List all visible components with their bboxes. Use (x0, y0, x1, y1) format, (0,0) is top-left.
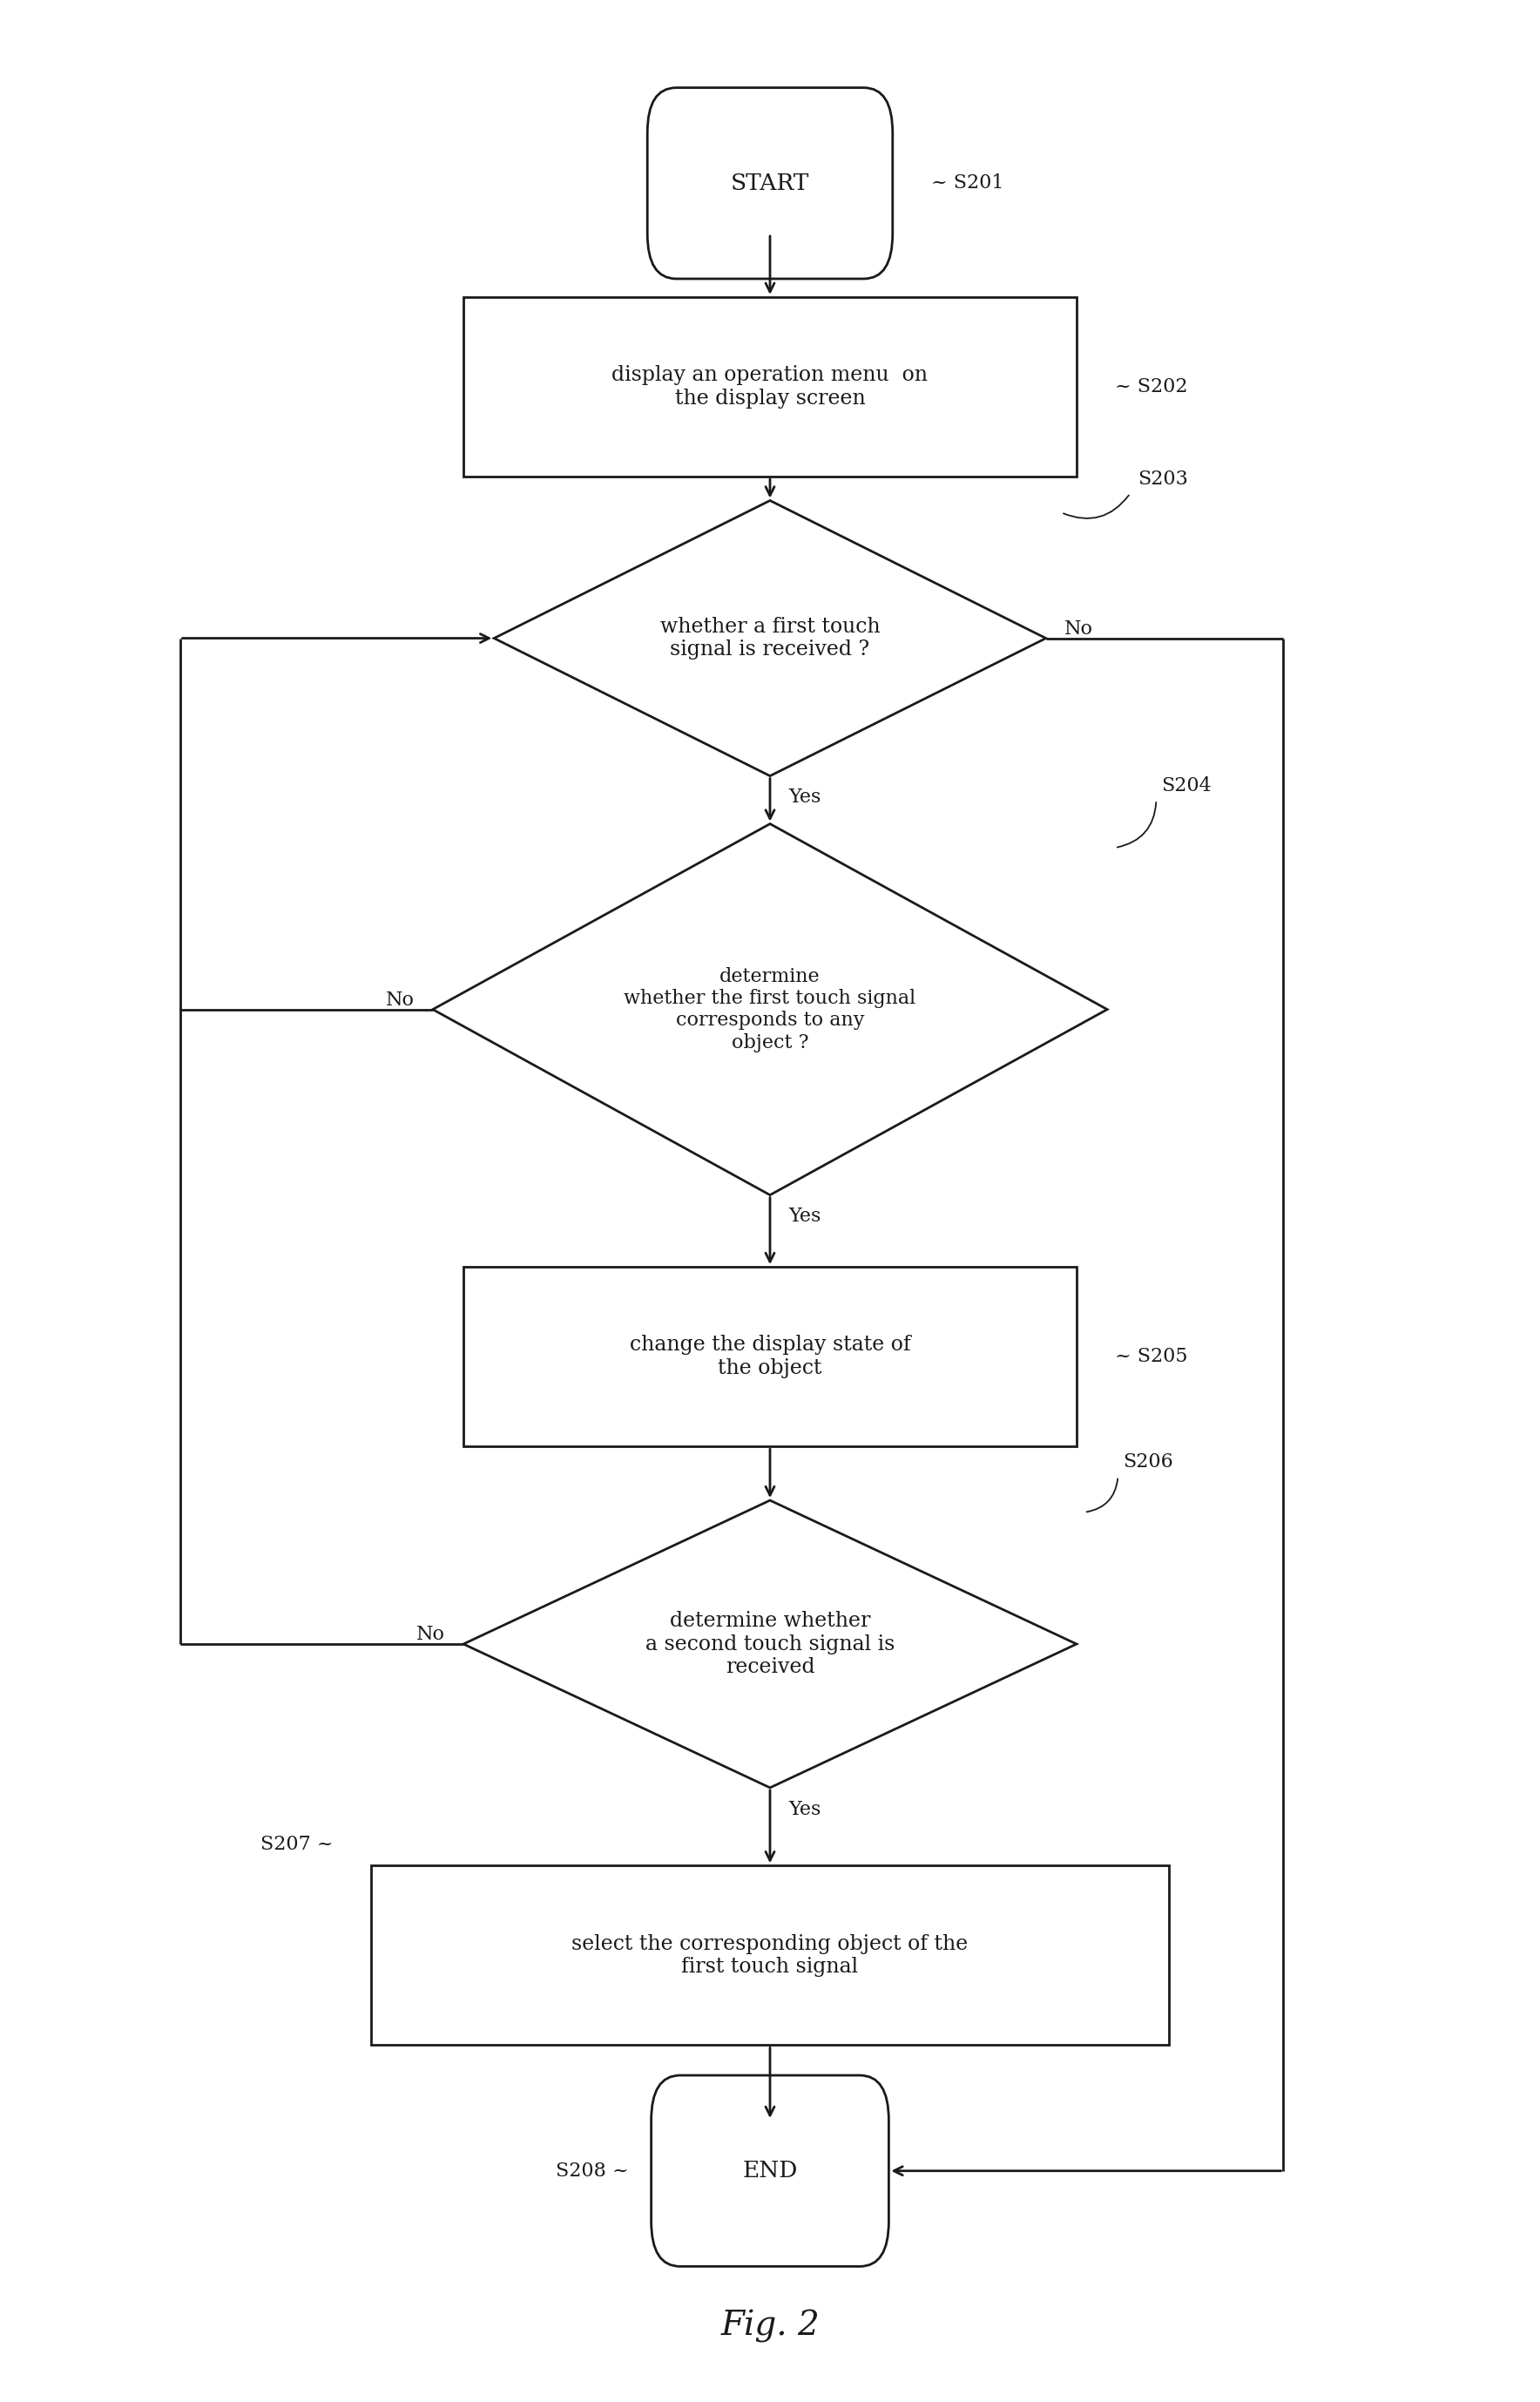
Text: S203: S203 (1138, 468, 1189, 488)
Text: ~ S202: ~ S202 (1115, 377, 1187, 396)
Text: whether a first touch
signal is received ?: whether a first touch signal is received… (661, 617, 879, 661)
Text: S207 ~: S207 ~ (260, 1835, 333, 1854)
Bar (371, 1866, 1169, 2044)
Text: START: START (730, 173, 810, 195)
Text: Yes: Yes (788, 1206, 821, 1225)
Text: determine
whether the first touch signal
corresponds to any
object ?: determine whether the first touch signal… (624, 966, 916, 1052)
Text: No: No (416, 1624, 445, 1643)
Polygon shape (464, 1501, 1076, 1787)
Text: No: No (1064, 620, 1093, 639)
Text: S206: S206 (1123, 1453, 1173, 1472)
Text: display an operation menu  on
the display screen: display an operation menu on the display… (611, 365, 929, 408)
FancyBboxPatch shape (647, 89, 893, 279)
Bar (464, 298, 1076, 476)
Polygon shape (494, 500, 1046, 776)
Text: S204: S204 (1161, 776, 1210, 795)
Text: No: No (385, 990, 414, 1009)
Text: Yes: Yes (788, 1799, 821, 1818)
Text: S208 ~: S208 ~ (556, 2162, 628, 2181)
Text: change the display state of
the object: change the display state of the object (630, 1336, 910, 1379)
Text: select the corresponding object of the
first touch signal: select the corresponding object of the f… (571, 1934, 969, 1977)
Text: END: END (742, 2159, 798, 2181)
Text: ~ S201: ~ S201 (932, 173, 1004, 192)
Text: Yes: Yes (788, 788, 821, 807)
Polygon shape (433, 824, 1107, 1196)
Text: ~ S205: ~ S205 (1115, 1348, 1187, 1367)
Text: determine whether
a second touch signal is
received: determine whether a second touch signal … (645, 1612, 895, 1677)
Bar (464, 1266, 1076, 1446)
Text: Fig. 2: Fig. 2 (721, 2311, 819, 2342)
FancyBboxPatch shape (651, 2075, 889, 2267)
